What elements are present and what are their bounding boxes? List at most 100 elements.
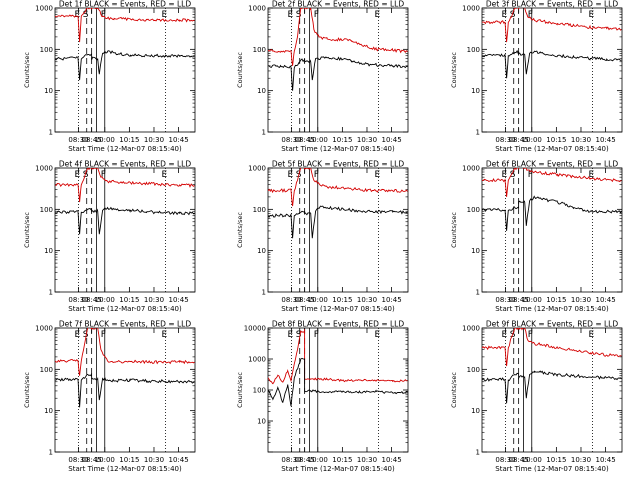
lld-rate-series	[482, 168, 622, 197]
y-tick-label: 10	[44, 87, 53, 95]
detector-panel: Det 1f BLACK = Events, RED = LLD 1 10 100 10…	[23, 0, 196, 153]
y-tick-label: 1	[476, 449, 480, 457]
lld-rate-series	[55, 168, 195, 203]
plot-frame	[267, 167, 409, 293]
y-tick-label: 1	[262, 289, 266, 297]
y-tick-label: 100	[40, 366, 53, 374]
detector-panel: Det 9f BLACK = Events, RED = LLD 1 10 100 10…	[450, 320, 623, 473]
x-tick-label: 08:30	[281, 456, 301, 464]
x-tick-label: 10:30	[571, 136, 591, 144]
y-axis-label: Counts/sec	[236, 212, 244, 248]
x-tick-label: 10:15	[119, 136, 139, 144]
y-tick-label: 1000	[248, 165, 266, 173]
event-marker-label: E	[588, 330, 594, 340]
lld-rate-series	[55, 8, 195, 43]
lld-rate-series	[268, 8, 408, 66]
data-series-group	[482, 8, 622, 79]
y-tick-label: 1000	[462, 5, 480, 13]
x-tick-label: 08:45	[509, 296, 529, 304]
panel-title: Det 1f BLACK = Events, RED = LLD	[59, 0, 192, 9]
x-axis-label: Start Time (12-Mar-07 08:15:40)	[281, 465, 395, 473]
data-series-group	[268, 8, 408, 91]
detector-panel: Det 5f BLACK = Events, RED = LLD 1 10 100 10…	[236, 160, 409, 313]
event-marker-label: F	[314, 330, 319, 340]
event-marker-label: S	[296, 10, 302, 20]
x-tick-label: 10:45	[382, 296, 402, 304]
event-marker-label: E	[75, 170, 81, 180]
x-tick-label: 10:00	[95, 296, 115, 304]
y-axis-label: Counts/sec	[236, 372, 244, 408]
y-axis-label: Counts/sec	[450, 372, 458, 408]
y-tick-label: 10	[44, 407, 53, 415]
event-marker-label: F	[528, 10, 533, 20]
events-rate-series	[482, 49, 622, 79]
data-series-group	[482, 168, 622, 231]
event-marker-label: E	[161, 330, 167, 340]
plot-frame	[54, 7, 196, 133]
y-tick-label: 1000	[248, 356, 266, 364]
x-tick-label: 08:30	[495, 296, 515, 304]
x-axis-label: Start Time (12-Mar-07 08:15:40)	[281, 305, 395, 313]
event-marker-label: F	[101, 330, 106, 340]
y-axis-label: Counts/sec	[23, 52, 31, 88]
event-marker-label: E	[75, 10, 81, 20]
panel-title: Det 3f BLACK = Events, RED = LLD	[486, 0, 619, 9]
x-tick-label: 10:30	[357, 296, 377, 304]
y-tick-label: 1	[49, 289, 53, 297]
plot-frame	[267, 7, 409, 133]
x-tick-label: 10:00	[522, 456, 542, 464]
event-marker-label: E	[75, 330, 81, 340]
x-tick-label: 10:00	[308, 136, 328, 144]
x-tick-label: 08:45	[295, 136, 315, 144]
x-tick-label: 10:15	[332, 456, 352, 464]
y-tick-label: 100	[467, 366, 480, 374]
events-rate-series	[55, 206, 195, 235]
data-series-group	[268, 168, 408, 239]
x-axis-label: Start Time (12-Mar-07 08:15:40)	[68, 145, 182, 153]
x-tick-label: 08:45	[295, 296, 315, 304]
x-axis-label: Start Time (12-Mar-07 08:15:40)	[495, 305, 609, 313]
events-rate-series	[268, 56, 408, 91]
event-marker-label: E	[288, 170, 294, 180]
data-series-group	[482, 328, 622, 404]
x-tick-label: 10:45	[596, 456, 616, 464]
y-tick-label: 100	[253, 46, 266, 54]
detector-panel: Det 2f BLACK = Events, RED = LLD 1 10 100 10…	[236, 0, 409, 153]
x-tick-label: 10:45	[382, 456, 402, 464]
x-tick-label: 10:15	[119, 296, 139, 304]
x-axis-label: Start Time (12-Mar-07 08:15:40)	[68, 465, 182, 473]
x-tick-label: 10:30	[144, 456, 164, 464]
event-marker-label: F	[528, 170, 533, 180]
x-axis-label: Start Time (12-Mar-07 08:15:40)	[495, 465, 609, 473]
x-tick-label: 10:45	[169, 136, 189, 144]
x-tick-label: 10:30	[144, 296, 164, 304]
y-tick-label: 100	[467, 206, 480, 214]
y-axis-label: Counts/sec	[450, 212, 458, 248]
x-tick-label: 10:45	[169, 296, 189, 304]
y-tick-label: 10	[471, 407, 480, 415]
x-tick-label: 08:45	[82, 296, 102, 304]
lld-rate-series	[55, 328, 195, 376]
x-tick-label: 10:45	[382, 136, 402, 144]
x-axis-label: Start Time (12-Mar-07 08:15:40)	[281, 145, 395, 153]
panel-title: Det 8f BLACK = Events, RED = LLD	[272, 320, 405, 329]
data-series-group	[55, 328, 195, 408]
x-tick-label: 08:30	[281, 296, 301, 304]
y-tick-label: 10	[257, 87, 266, 95]
x-tick-label: 10:15	[332, 296, 352, 304]
events-rate-series	[482, 195, 622, 231]
x-tick-label: 10:15	[546, 296, 566, 304]
y-tick-label: 100	[253, 387, 266, 395]
event-marker-label: F	[101, 10, 106, 20]
events-rate-series	[55, 373, 195, 408]
x-tick-label: 08:30	[68, 456, 88, 464]
y-tick-label: 100	[467, 46, 480, 54]
y-tick-label: 10	[471, 87, 480, 95]
event-marker-label: S	[83, 330, 89, 340]
y-tick-label: 1	[49, 449, 53, 457]
event-marker-label: F	[314, 170, 319, 180]
panel-title: Det 4f BLACK = Events, RED = LLD	[59, 160, 192, 169]
y-tick-label: 100	[253, 206, 266, 214]
y-tick-label: 100	[40, 46, 53, 54]
event-marker-label: E	[502, 330, 508, 340]
